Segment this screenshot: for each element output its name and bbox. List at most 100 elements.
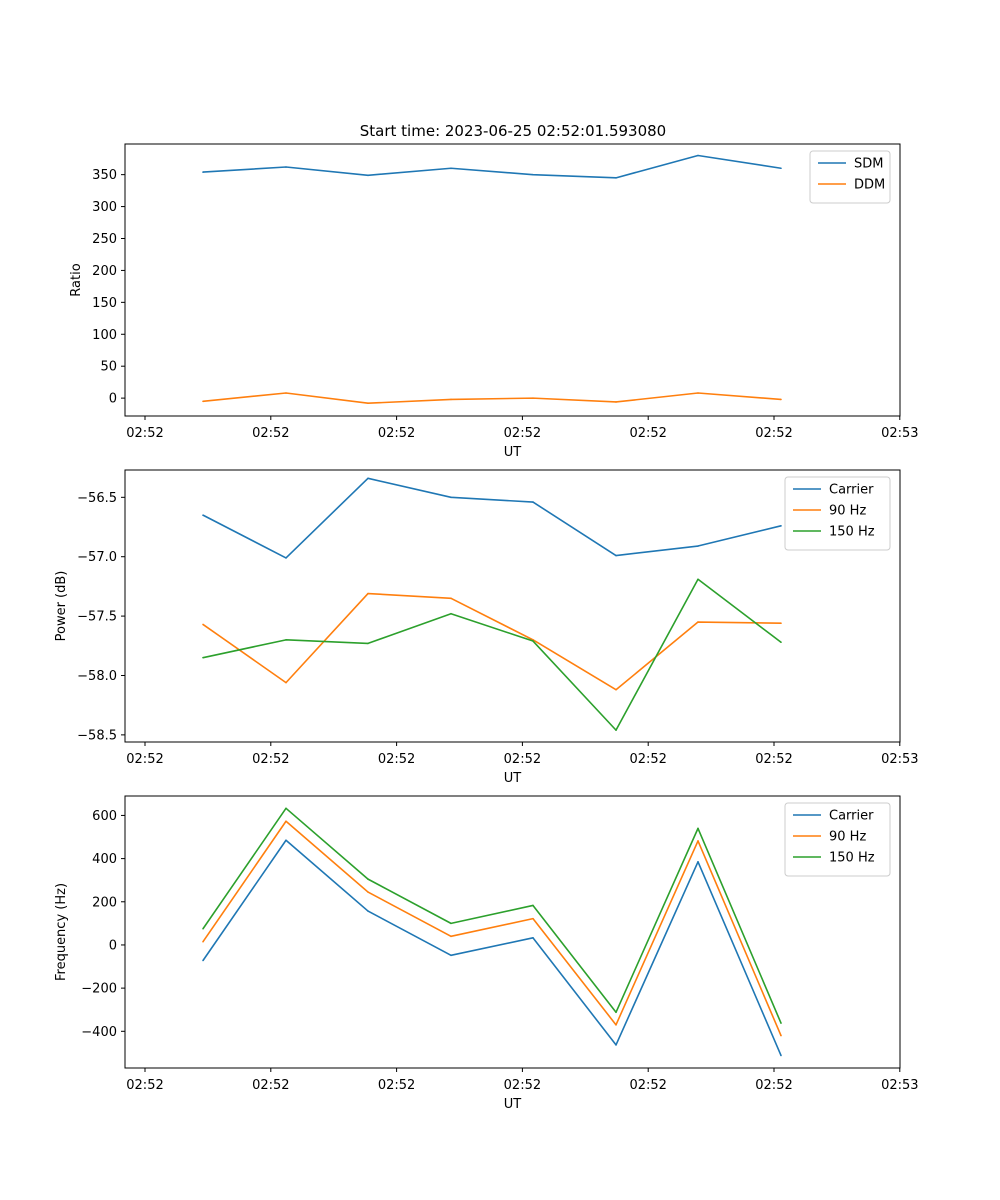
y-tick-label: −200: [81, 982, 117, 997]
data-point: [202, 656, 204, 659]
x-tick-label: 02:52: [504, 1078, 541, 1093]
y-tick-label: 0: [109, 392, 117, 407]
data-point: [450, 954, 452, 957]
legend: Carrier 90 Hz 150 Hz: [784, 802, 891, 877]
data-point: [615, 1044, 617, 1046]
series-line-ddm: [202, 392, 782, 405]
data-point: [202, 927, 204, 930]
y-tick-label: 100: [92, 328, 117, 343]
data-point: [285, 839, 287, 842]
x-tick-label: 02:53: [881, 426, 918, 441]
x-tick-label: 02:52: [755, 1078, 792, 1093]
x-tick-label: 02:52: [378, 1078, 415, 1093]
data-point: [285, 639, 287, 641]
x-tick-label: 02:52: [378, 752, 415, 767]
y-tick-label: −56.5: [77, 491, 117, 506]
data-point: [450, 922, 452, 925]
data-point: [450, 597, 452, 600]
data-point: [697, 545, 699, 547]
data-point: [532, 501, 534, 503]
y-tick-label: 400: [92, 852, 117, 867]
data-point: [697, 392, 699, 394]
data-point: [367, 878, 369, 880]
data-point: [780, 1054, 782, 1057]
y-tick-label: −57.5: [77, 610, 117, 625]
series-line-sdm: [202, 154, 782, 179]
x-tick-label: 02:52: [755, 426, 792, 441]
x-tick-label: 02:52: [504, 752, 541, 767]
data-point: [367, 174, 369, 177]
data-point: [780, 1022, 782, 1024]
data-point: [450, 612, 452, 615]
x-tick-label: 02:52: [126, 1078, 163, 1093]
data-point: [367, 592, 369, 595]
y-tick-label: −57.0: [77, 550, 117, 565]
data-point: [615, 177, 617, 179]
legend: Carrier 90 Hz 150 Hz: [784, 476, 891, 551]
legend-entry: 90 Hz: [829, 830, 866, 845]
data-point: [367, 910, 369, 912]
panel-2: −58.5 −58.0 −57.5 −57.0 −56.5 02:52 02:52 02:52…: [54, 469, 919, 786]
legend-entry: SDM: [854, 157, 883, 172]
data-point: [615, 554, 617, 557]
data-point: [285, 392, 287, 394]
x-tick-label: 02:52: [252, 1078, 289, 1093]
data-point: [697, 578, 699, 581]
y-tick-label: 0: [109, 938, 117, 953]
data-point: [202, 959, 204, 962]
y-tick-label: 150: [92, 296, 117, 311]
y-tick-label: 250: [92, 232, 117, 247]
x-tick-label: 02:52: [378, 426, 415, 441]
x-tick-label: 02:52: [126, 426, 163, 441]
y-tick-label: 50: [100, 360, 117, 375]
data-point: [532, 917, 534, 920]
data-point: [367, 402, 369, 405]
x-tick-label: 02:52: [504, 426, 541, 441]
axes-frame: [124, 795, 901, 1069]
data-point: [450, 398, 452, 401]
data-point: [532, 904, 534, 907]
data-point: [450, 935, 452, 938]
y-tick-label: 350: [92, 168, 117, 183]
y-tick-label: −58.5: [77, 728, 117, 743]
data-point: [697, 840, 699, 842]
data-point: [285, 681, 287, 684]
data-point: [780, 641, 782, 644]
data-point: [697, 154, 699, 157]
legend-entry: 150 Hz: [829, 851, 875, 866]
x-axis-label: UT: [504, 445, 522, 460]
data-point: [615, 729, 617, 731]
legend-box: [809, 150, 891, 204]
legend-entry: 150 Hz: [829, 525, 875, 540]
series-line-90-hz: [202, 592, 782, 691]
series-line-90-hz: [202, 820, 782, 1036]
x-axis-label: UT: [504, 1097, 522, 1112]
series-line-carrier: [202, 839, 782, 1056]
series-line-150-hz: [202, 578, 782, 731]
data-point: [285, 557, 287, 559]
data-point: [615, 1011, 617, 1014]
y-axis-label: Power (dB): [54, 571, 69, 642]
figure-title: Start time: 2023-06-25 02:52:01.593080: [360, 122, 666, 140]
data-point: [615, 1024, 617, 1026]
y-tick-label: 200: [92, 895, 117, 910]
data-point: [615, 688, 617, 691]
data-point: [532, 397, 534, 399]
data-point: [615, 401, 617, 403]
legend-entry: Carrier: [829, 483, 874, 498]
x-tick-label: 02:52: [252, 752, 289, 767]
data-point: [202, 514, 204, 516]
x-tick-label: 02:53: [881, 1078, 918, 1093]
data-point: [450, 496, 452, 499]
axes-frame: [124, 469, 901, 743]
x-tick-label: 02:53: [881, 752, 918, 767]
x-tick-label: 02:52: [126, 752, 163, 767]
legend-entry: 90 Hz: [829, 504, 866, 519]
data-point: [697, 861, 699, 863]
legend-entry: DDM: [854, 178, 885, 193]
data-point: [202, 400, 204, 403]
y-tick-label: −58.0: [77, 669, 117, 684]
x-tick-label: 02:52: [755, 752, 792, 767]
x-tick-label: 02:52: [629, 1078, 666, 1093]
